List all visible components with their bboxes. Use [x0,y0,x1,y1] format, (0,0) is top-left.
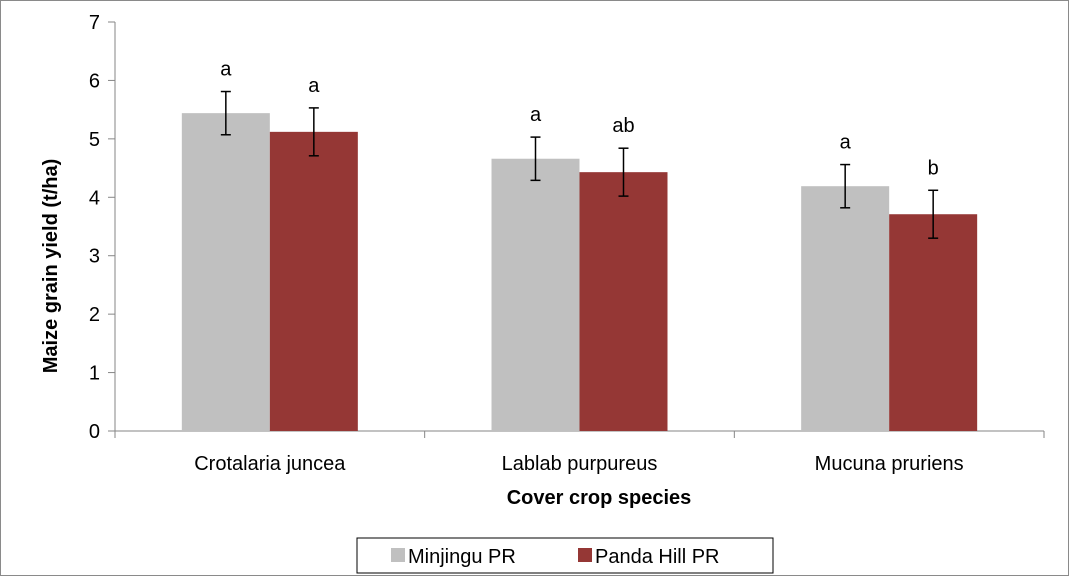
significance-label: a [530,104,542,126]
significance-label: a [308,75,320,97]
legend-label-panda-hill: Panda Hill PR [595,546,720,568]
significance-label: b [928,157,939,179]
legend: Minjingu PR Panda Hill PR [356,537,774,574]
bars [181,113,978,432]
x-axis: Crotalaria juncea Lablab purpureus Mucuna … [114,430,1045,475]
legend-label-minjingu: Minjingu PR [408,546,516,568]
error-bar [530,136,541,182]
error-bar [840,163,851,209]
bar [579,172,668,431]
y-tick-label: 1 [89,363,100,385]
x-axis-title: Cover crop species [507,487,692,509]
y-tick-label: 5 [89,129,100,151]
y-tick-label: 7 [89,12,100,34]
x-category-label: Crotalaria juncea [194,453,346,475]
error-bar [220,90,231,136]
bar [801,186,890,431]
y-tick-label: 0 [89,421,100,443]
error-bar [308,107,319,157]
significance-label: a [840,132,852,154]
y-axis-title: Maize grain yield (t/ha) [40,159,62,373]
error-bar [928,189,939,239]
y-tick-label: 2 [89,304,100,326]
bar [181,113,270,432]
error-bars [220,90,939,239]
legend-swatch-panda-hill [578,548,592,562]
legend-swatch-minjingu [391,548,405,562]
significance-label: a [220,59,232,81]
x-category-label: Mucuna pruriens [815,453,964,475]
y-tick-label: 4 [89,187,100,209]
x-category-label: Lablab purpureus [502,453,658,475]
y-axis: 0 1 2 3 4 5 6 7 [89,12,116,443]
legend-box [356,537,774,574]
bar [269,131,358,432]
significance-label: ab [612,115,634,137]
y-tick-label: 6 [89,70,100,92]
bar [491,158,580,432]
error-bar [618,147,629,197]
bar [889,214,978,431]
significance-labels: a a a a ab b [220,59,938,180]
y-tick-label: 3 [89,246,100,268]
